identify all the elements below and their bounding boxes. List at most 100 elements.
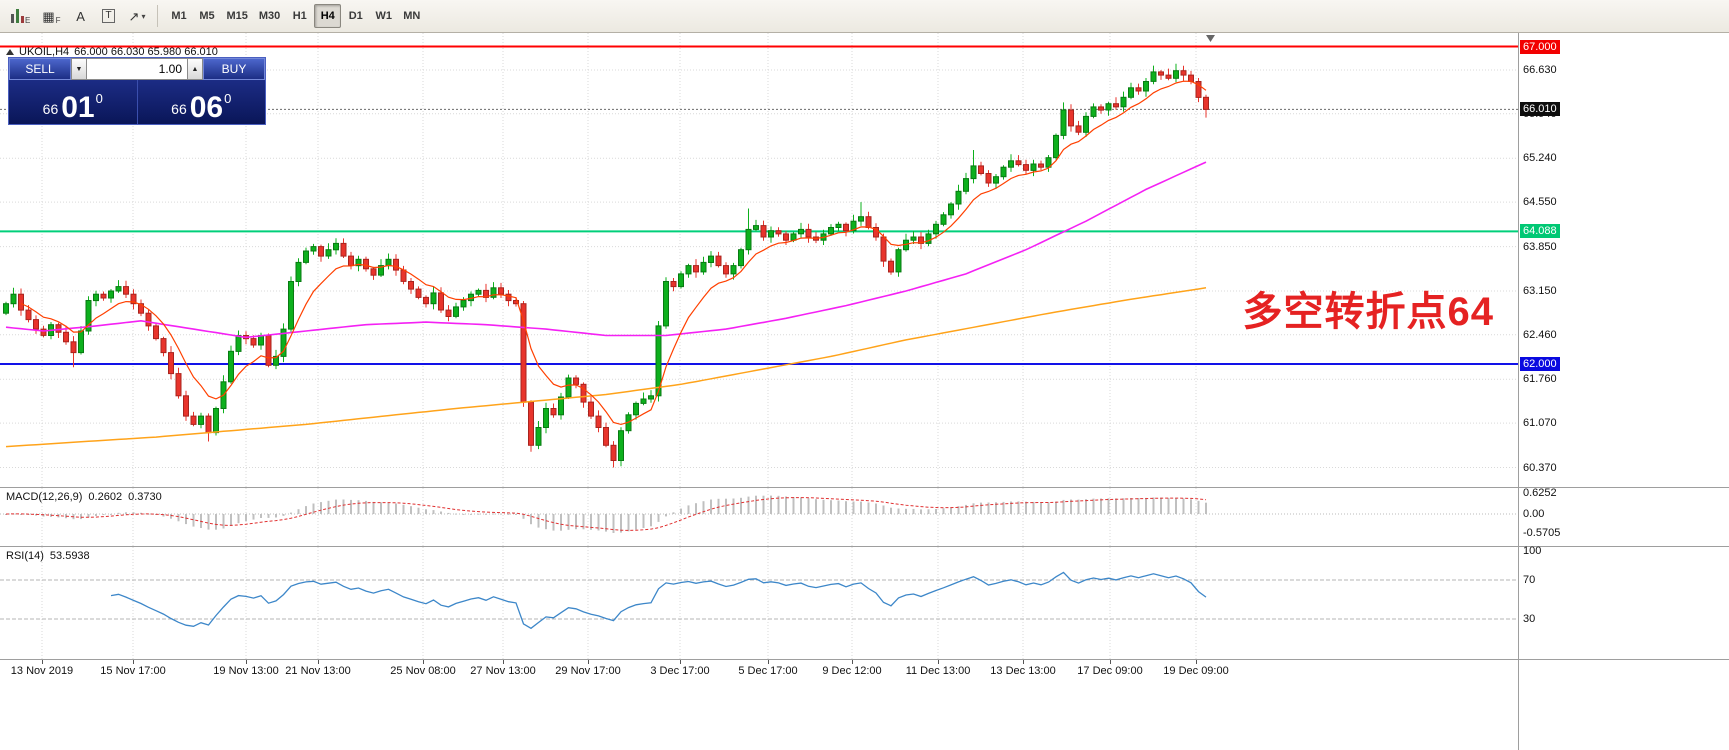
time-tick-label: 13 Dec 13:00 [990, 665, 1056, 677]
time-tick-label: 11 Dec 13:00 [905, 665, 971, 677]
sell-price-prefix: 66 [42, 101, 59, 117]
timeframe-h1[interactable]: H1 [292, 10, 307, 22]
time-axis-corner [1518, 660, 1568, 750]
macd-row: MACD(12,26,9) 0.2602 0.3730 0.6252 0.00 -0… [0, 487, 1729, 546]
price-tick-label: 61.760 [1523, 373, 1557, 386]
text-label-button[interactable]: T [96, 4, 122, 28]
time-tick [133, 660, 134, 664]
price-axis[interactable]: 66.63065.94065.24064.55063.85063.15062.4… [1518, 33, 1568, 487]
timeframe-m1[interactable]: M1 [171, 10, 187, 22]
indicator-axis-label: 70 [1523, 574, 1536, 586]
time-tick [938, 660, 939, 664]
time-tick [503, 660, 504, 664]
volume-decrease-button[interactable]: ▼ [71, 58, 87, 80]
chevron-down-icon: ▾ [141, 11, 146, 21]
buy-price-sup: 0 [224, 91, 232, 106]
buy-price-big: 06 [189, 90, 224, 124]
chart-ohlc-values: 66.000 66.030 65.980 66.010 [74, 46, 218, 58]
indicator-axis-label: 100 [1523, 545, 1542, 557]
right-filler [1568, 33, 1729, 487]
time-tick-label: 13 Nov 2019 [10, 665, 74, 677]
time-tick [852, 660, 853, 664]
rsi-value: 53.5938 [49, 550, 90, 562]
macd-value-signal: 0.3730 [128, 491, 162, 503]
drawing-tools-button[interactable]: ↗ ▾ [124, 4, 151, 28]
indicator-list-button[interactable]: ▦ F [37, 4, 65, 28]
macd-axis: 0.6252 0.00 -0.5705 [1518, 487, 1568, 546]
buy-button[interactable]: BUY [203, 58, 265, 80]
time-tick-label: 19 Dec 09:00 [1163, 665, 1229, 677]
sell-price-display[interactable]: 66 01 0 [9, 80, 137, 124]
macd-pane: MACD(12,26,9) 0.2602 0.3730 [0, 488, 1518, 546]
macd-indicator-canvas[interactable] [0, 488, 1518, 546]
sell-button[interactable]: SELL [9, 58, 71, 80]
time-tick [1023, 660, 1024, 664]
timeframe-mn[interactable]: MN [403, 10, 421, 22]
price-tick-label: 64.550 [1523, 196, 1557, 209]
rsi-pane: RSI(14) 53.5938 [0, 547, 1518, 659]
time-tick-label: 25 Nov 08:00 [390, 665, 456, 677]
volume-increase-button[interactable]: ▲ [187, 58, 203, 80]
timeframe-m30[interactable]: M30 [258, 10, 281, 22]
indicator-axis-label: 0.00 [1523, 508, 1545, 520]
timeframe-m5[interactable]: M5 [199, 10, 215, 22]
trade-panel-prices: 66 01 0 66 06 0 [9, 80, 265, 124]
trade-panel-controls: SELL ▼ ▲ BUY [9, 58, 265, 80]
price-badge: 67.000 [1520, 39, 1560, 54]
time-tick-label: 15 Nov 17:00 [100, 665, 166, 677]
time-tick [318, 660, 319, 664]
macd-value-main: 0.2602 [88, 491, 123, 503]
time-tick [680, 660, 681, 664]
candlestick-icon [11, 9, 24, 23]
timeframe-w1[interactable]: W1 [375, 10, 393, 22]
time-tick-label: 9 Dec 12:00 [822, 665, 882, 677]
timeframe-d1[interactable]: D1 [348, 10, 363, 22]
price-badge: 62.000 [1520, 357, 1560, 372]
time-tick [588, 660, 589, 664]
macd-label: MACD(12,26,9) 0.2602 0.3730 [6, 491, 162, 503]
indicator-axis-label: 30 [1523, 613, 1536, 625]
price-chart-canvas[interactable] [0, 33, 1518, 487]
toolbar: E ▦ F A T ↗ ▾ M1 M5 M15 M30 H1 H4 D1 W1 MN [0, 0, 1729, 33]
time-tick-label: 29 Nov 17:00 [555, 665, 621, 677]
buy-price-prefix: 66 [171, 101, 187, 117]
rsi-label: RSI(14) 53.5938 [6, 550, 90, 562]
time-axis-row: 13 Nov 2019 15 Nov 17:00 19 Nov 13:00 21 No… [0, 659, 1729, 750]
time-tick [1196, 660, 1197, 664]
rsi-name: RSI(14) [6, 550, 44, 562]
font-icon: A [76, 8, 85, 24]
chart-title-icon [6, 49, 14, 55]
grid-icon: ▦ [42, 8, 55, 24]
chart-text-annotation: 多空转折点64 [1242, 290, 1494, 334]
indicator-axis-label: -0.5705 [1523, 527, 1561, 539]
rsi-axis: 100 70 30 [1518, 545, 1568, 659]
price-tick-label: 62.460 [1523, 328, 1557, 341]
chart-window-letter: E [25, 16, 31, 25]
timeframe-m15[interactable]: M15 [226, 10, 248, 22]
time-tick [423, 660, 424, 664]
rsi-indicator-canvas[interactable] [0, 547, 1518, 659]
volume-input[interactable] [87, 58, 187, 80]
price-tick-label: 60.370 [1523, 461, 1557, 474]
buy-price-display[interactable]: 66 06 0 [136, 80, 266, 124]
main-chart-pane: UKOIL,H4 66.000 66.030 65.980 66.010 SEL… [0, 33, 1518, 487]
main-chart-row: UKOIL,H4 66.000 66.030 65.980 66.010 SEL… [0, 33, 1729, 487]
sell-price-sup: 0 [95, 91, 103, 106]
time-tick [246, 660, 247, 664]
time-axis[interactable]: 13 Nov 2019 15 Nov 17:00 19 Nov 13:00 21 No… [0, 660, 1518, 750]
time-tick-label: 21 Nov 13:00 [285, 665, 351, 677]
time-tick-label: 27 Nov 13:00 [470, 665, 536, 677]
time-tick [1110, 660, 1111, 664]
timeframe-h4[interactable]: H4 [314, 4, 342, 28]
timeframe-group: M1 M5 M15 M30 H1 H4 D1 W1 MN [165, 4, 425, 28]
chart-window-button[interactable]: E [6, 4, 35, 28]
indicator-axis-label: 0.6252 [1523, 487, 1557, 499]
time-tick [42, 660, 43, 664]
rsi-row: RSI(14) 53.5938 100 70 30 [0, 545, 1729, 659]
price-tick-label: 63.150 [1523, 285, 1557, 297]
price-badge: 64.088 [1520, 224, 1560, 239]
font-tool-button[interactable]: A [68, 4, 94, 28]
time-tick-label: 3 Dec 17:00 [650, 665, 710, 677]
toolbar-separator [157, 5, 159, 27]
time-tick-label: 19 Nov 13:00 [213, 665, 279, 677]
